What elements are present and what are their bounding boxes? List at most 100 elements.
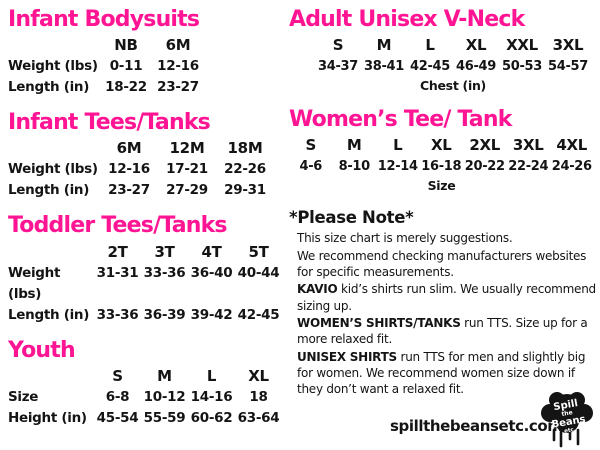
column-header: 3XL: [512, 136, 544, 155]
section-title: Adult Unisex V-Neck: [289, 7, 525, 32]
size-cell: 29-31: [224, 182, 266, 199]
size-cell: 36-40: [190, 264, 233, 281]
size-table-adult-vneck: S M L XL XXL 3XL 34-37 38-41 42-45 46-49…: [315, 35, 591, 95]
table-row: 4-6 8-10 12-14 16-18 20-22 22-24 24-26: [289, 156, 594, 177]
size-cell: 60-62: [190, 409, 233, 426]
note-item: We recommend checking manufacturers webs…: [297, 248, 597, 281]
size-cell: 24-26: [551, 159, 592, 175]
section-womens-tee: Women’s Tee/ Tank S M L XL 2XL 3XL 4XL 4…: [289, 107, 597, 195]
column-header: XXL: [506, 36, 538, 55]
section-please-note: *Please Note* This size chart is merely …: [289, 208, 597, 397]
table-row: Height (in) 45-54 55-59 60-62 63-64: [8, 408, 286, 429]
size-cell: 22-24: [508, 159, 549, 175]
size-cell: 54-57: [547, 59, 589, 75]
size-cell: 42-45: [409, 59, 451, 75]
column-header: L: [425, 36, 435, 55]
section-youth: Youth S M L XL Size 6-8 10-12 14-16 18: [8, 337, 286, 429]
size-cell: 40-44: [237, 264, 280, 281]
size-cell: 34-37: [317, 59, 359, 75]
table-row: Length (in) 33-36 36-39 39-42 42-45: [8, 305, 286, 326]
size-cell: 38-41: [363, 59, 405, 75]
column-header: NB: [114, 36, 138, 55]
column-header: M: [376, 36, 392, 55]
column-header: 18M: [227, 139, 263, 158]
table-row: 34-37 38-41 42-45 46-49 50-53 54-57: [315, 56, 591, 77]
row-label: Length (in): [8, 306, 90, 323]
size-table-womens-tee: S M L XL 2XL 3XL 4XL 4-6 8-10 12-14 16-1…: [289, 135, 594, 195]
column-header: L: [206, 366, 217, 385]
column-header: 5T: [248, 242, 269, 261]
table-row: Length (in) 23-27 27-29 29-31: [8, 180, 286, 201]
spill-the-beans-logo: Spill the Beans etc.: [541, 392, 593, 448]
column-header: 4XL: [556, 136, 588, 155]
column-header: L: [393, 136, 403, 155]
column-header: M: [346, 136, 362, 155]
section-title: Infant Tees/Tanks: [8, 110, 211, 136]
size-cell: 16-18: [421, 159, 462, 175]
size-cell: 0-11: [109, 58, 143, 75]
note-lead: KAVIO: [297, 282, 338, 297]
size-cell: 27-29: [166, 182, 208, 199]
table-row: Weight (lbs) 31-31 33-36 36-40 40-44: [8, 263, 286, 305]
column-header: 2XL: [469, 136, 501, 155]
size-cell: 39-42: [190, 306, 233, 323]
note-item: UNISEX SHIRTS run TTS for men and slight…: [297, 349, 597, 398]
size-cell: 23-27: [157, 79, 199, 96]
section-infant-bodysuits: Infant Bodysuits NB 6M Weight (lbs) 0-11…: [8, 7, 286, 98]
size-table-infant-bodysuits: NB 6M Weight (lbs) 0-11 12-16 Length (in…: [8, 35, 286, 98]
note-item: This size chart is merely suggestions.: [297, 230, 597, 246]
size-cell: 50-53: [501, 59, 543, 75]
column-header: M: [157, 366, 172, 385]
note-lead: WOMEN’S SHIRTS/TANKS: [297, 315, 461, 330]
size-cell: 46-49: [455, 59, 497, 75]
size-table-youth: S M L XL Size 6-8 10-12 14-16 18 Height …: [8, 366, 286, 429]
note-text: This size chart is merely suggestions.: [297, 231, 513, 246]
size-cell: 63-64: [237, 409, 280, 426]
size-cell: 42-45: [237, 306, 280, 323]
section-title: Infant Bodysuits: [8, 7, 200, 32]
logo-text: etc.: [564, 427, 577, 435]
section-title: Youth: [8, 337, 76, 363]
table-header-row: S M L XL 2XL 3XL 4XL: [289, 135, 594, 156]
size-cell: 33-36: [96, 306, 139, 323]
table-header-row: 6M 12M 18M: [8, 138, 286, 159]
table-row: Size 6-8 10-12 14-16 18: [8, 387, 286, 408]
section-title: Toddler Tees/Tanks: [8, 213, 228, 239]
note-text: run TTS for men and slightly big for wom…: [297, 349, 586, 397]
section-toddler-tees: Toddler Tees/Tanks 2T 3T 4T 5T Weight (l…: [8, 214, 286, 325]
section-adult-vneck: Adult Unisex V-Neck S M L XL XXL 3XL 34-…: [289, 7, 597, 95]
column-header: 6M: [116, 139, 142, 158]
table-row: Weight (lbs) 12-16 17-21 22-26: [8, 159, 286, 180]
section-title: Women’s Tee/ Tank: [289, 107, 512, 133]
note-text: run TTS. Size up for a more relaxed fit.: [297, 315, 588, 347]
size-cell: 18: [249, 388, 268, 405]
column-header: S: [332, 36, 344, 55]
notes-list: This size chart is merely suggestions. W…: [289, 230, 597, 397]
note-item: WOMEN’S SHIRTS/TANKS run TTS. Size up fo…: [297, 315, 597, 348]
left-column: Infant Bodysuits NB 6M Weight (lbs) 0-11…: [8, 7, 286, 442]
size-cell: 8-10: [338, 159, 371, 175]
size-cell: 20-22: [464, 159, 505, 175]
row-label: Length (in): [8, 79, 90, 96]
row-label: Height (in): [8, 409, 87, 426]
size-cell: 45-54: [96, 409, 139, 426]
row-label: Weight (lbs): [8, 264, 61, 302]
logo-text: the: [561, 409, 573, 418]
note-text: We recommend checking manufacturers webs…: [297, 248, 587, 279]
size-cell: 17-21: [166, 161, 208, 178]
please-note-title: *Please Note*: [289, 208, 414, 228]
note-text: kid’s shirts run slim. We usually recomm…: [297, 282, 596, 313]
size-cell: 31-31: [96, 264, 139, 281]
column-header: XL: [248, 366, 269, 385]
size-cell: 18-22: [105, 79, 147, 96]
note-item: KAVIO kid’s shirts run slim. We usually …: [297, 281, 597, 314]
table-header-row: NB 6M: [8, 35, 286, 56]
measurement-unit-label: Size: [427, 178, 456, 194]
column-header: 4T: [201, 242, 222, 261]
size-cell: 6-8: [105, 388, 130, 405]
column-header: 3XL: [552, 36, 584, 55]
column-header: XL: [465, 36, 487, 55]
size-cell: 36-39: [143, 306, 186, 323]
column-header: 3T: [154, 242, 175, 261]
